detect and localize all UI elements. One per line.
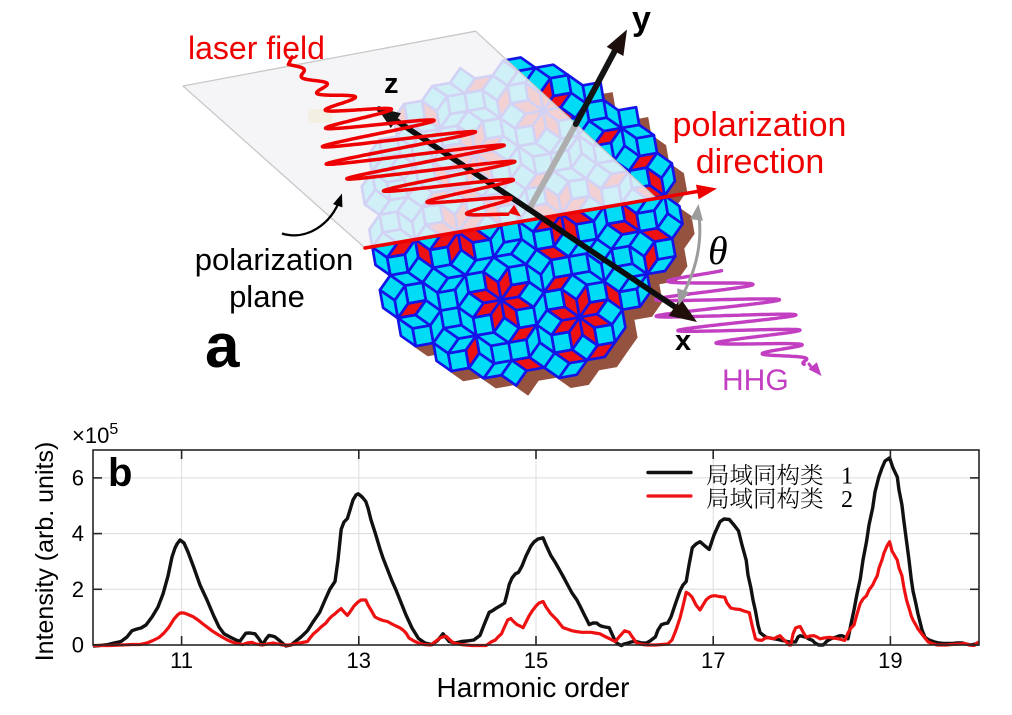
svg-text:2: 2 — [72, 577, 84, 602]
svg-text:direction: direction — [696, 143, 825, 181]
svg-text:polarization: polarization — [195, 242, 354, 277]
svg-text:plane: plane — [229, 279, 305, 314]
svg-text:x: x — [675, 325, 691, 357]
svg-text:HHG: HHG — [722, 364, 789, 397]
svg-text:11: 11 — [170, 648, 193, 673]
svg-text:2: 2 — [841, 487, 853, 513]
svg-text:0: 0 — [72, 633, 84, 658]
svg-text:b: b — [108, 451, 132, 495]
svg-text:17: 17 — [701, 648, 725, 673]
svg-text:Intensity (arb. units): Intensity (arb. units) — [31, 442, 59, 662]
svg-text:4: 4 — [72, 521, 84, 546]
svg-text:laser field: laser field — [188, 30, 325, 66]
svg-text:13: 13 — [347, 648, 371, 673]
svg-text:Harmonic order: Harmonic order — [437, 672, 630, 703]
svg-text:19: 19 — [878, 648, 902, 673]
svg-text:a: a — [205, 312, 240, 381]
svg-text:6: 6 — [72, 465, 84, 490]
svg-text:y: y — [632, 0, 651, 38]
svg-text:15: 15 — [524, 648, 548, 673]
svg-text:z: z — [384, 68, 399, 100]
svg-text:1: 1 — [841, 464, 853, 490]
svg-text:polarization: polarization — [673, 106, 847, 144]
svg-text:θ: θ — [708, 228, 728, 273]
